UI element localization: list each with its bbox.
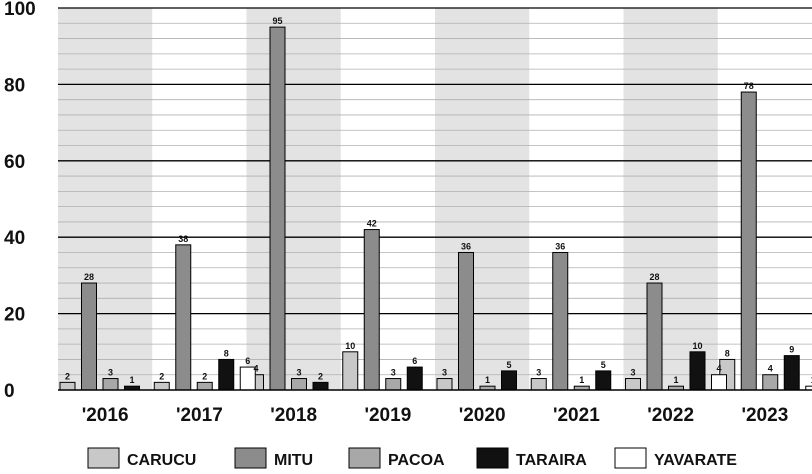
x-tick-label: '2020 bbox=[459, 405, 506, 426]
bar-pacoa bbox=[385, 378, 402, 391]
x-tick-label: '2018 bbox=[270, 405, 317, 426]
y-tick-labels: 0 20 40 60 80 100 bbox=[4, 0, 36, 402]
data-label: 4 bbox=[716, 364, 721, 374]
data-label: 9 bbox=[789, 345, 794, 355]
bar-mitu bbox=[552, 251, 569, 391]
bar-taraira bbox=[501, 370, 517, 391]
data-label: 4 bbox=[768, 364, 773, 374]
data-label: 8 bbox=[725, 348, 730, 358]
data-label: 28 bbox=[649, 272, 659, 282]
x-tick-label: '2017 bbox=[176, 405, 223, 426]
data-label: 1 bbox=[129, 375, 134, 385]
bar-carucu bbox=[59, 381, 76, 391]
data-label: 6 bbox=[412, 356, 417, 366]
legend-swatch-taraira bbox=[476, 447, 509, 469]
background-bands bbox=[58, 8, 718, 390]
x-tick-labels: '2016 '2017 '2018 '2019 '2020 '2021 '2022 '2023 bbox=[82, 405, 789, 426]
bar-taraira bbox=[312, 381, 329, 391]
bar-taraira bbox=[218, 358, 235, 391]
x-tick-label: '2016 bbox=[82, 405, 129, 426]
x-tick-label: '2023 bbox=[741, 405, 788, 426]
data-label: 3 bbox=[391, 368, 396, 378]
data-label: 2 bbox=[202, 371, 207, 381]
bar-mitu bbox=[646, 282, 663, 391]
bar-pacoa bbox=[196, 381, 213, 391]
data-label: 28 bbox=[84, 272, 94, 282]
data-label: 2 bbox=[65, 371, 70, 381]
data-label: 95 bbox=[272, 16, 282, 26]
legend-swatch-yavarate bbox=[614, 447, 647, 469]
bar-mitu bbox=[740, 91, 757, 391]
y-tick-label: 20 bbox=[4, 305, 25, 326]
data-label: 42 bbox=[367, 219, 377, 229]
bar-taraira bbox=[595, 370, 612, 391]
legend-label-yavarate: YAVARATE bbox=[654, 452, 737, 469]
bar-taraira bbox=[783, 355, 800, 391]
y-tick-label: 60 bbox=[4, 152, 25, 173]
bar-taraira bbox=[689, 351, 706, 391]
bar-carucu bbox=[153, 381, 170, 391]
data-label: 6 bbox=[245, 356, 250, 366]
legend: CARUCU MITU PACOA TARAIRA YAVARATE bbox=[87, 447, 737, 469]
data-label: 38 bbox=[178, 234, 188, 244]
y-tick-label: 0 bbox=[4, 381, 15, 402]
data-label: 2 bbox=[318, 371, 323, 381]
bar-mitu bbox=[269, 26, 286, 391]
legend-swatch-mitu bbox=[234, 447, 267, 469]
bar-mitu bbox=[81, 282, 97, 391]
data-label: 3 bbox=[630, 368, 635, 378]
data-label: 36 bbox=[461, 241, 471, 251]
data-label: 10 bbox=[692, 341, 702, 351]
bar-pacoa bbox=[291, 378, 307, 391]
data-label: 3 bbox=[296, 368, 301, 378]
y-tick-label: 40 bbox=[4, 228, 25, 249]
data-label: 78 bbox=[744, 81, 754, 91]
data-label: 3 bbox=[442, 368, 447, 378]
bar-mitu bbox=[458, 251, 474, 391]
bar-taraira bbox=[406, 366, 423, 391]
legend-label-mitu: MITU bbox=[274, 452, 313, 469]
x-tick-label: '2019 bbox=[364, 405, 411, 426]
data-label: 1 bbox=[811, 375, 812, 385]
bar-yavarate bbox=[711, 374, 727, 391]
data-label: 10 bbox=[345, 341, 355, 351]
background-band bbox=[58, 8, 153, 390]
y-tick-label: 100 bbox=[4, 0, 36, 20]
bar-pacoa bbox=[762, 374, 779, 391]
bar-mitu bbox=[363, 229, 380, 391]
bar-yavarate bbox=[805, 385, 812, 391]
data-label: 3 bbox=[108, 368, 113, 378]
data-label: 5 bbox=[506, 360, 511, 370]
bar-mitu bbox=[175, 244, 192, 391]
y-tick-label: 80 bbox=[4, 75, 25, 96]
data-label: 36 bbox=[555, 241, 565, 251]
data-label: 1 bbox=[673, 375, 678, 385]
bar-carucu bbox=[436, 378, 453, 391]
bar-carucu bbox=[625, 378, 641, 391]
data-label: 1 bbox=[485, 375, 490, 385]
data-label: 5 bbox=[601, 360, 606, 370]
legend-swatch-carucu bbox=[87, 447, 120, 469]
x-tick-label: '2022 bbox=[647, 405, 694, 426]
background-band bbox=[435, 8, 530, 390]
x-tick-label: '2021 bbox=[553, 405, 600, 426]
bar-carucu bbox=[342, 351, 359, 391]
legend-label-carucu: CARUCU bbox=[127, 452, 196, 469]
data-label: 3 bbox=[536, 368, 541, 378]
background-band bbox=[246, 8, 341, 390]
data-label: 8 bbox=[224, 348, 229, 358]
bar-pacoa bbox=[102, 378, 119, 391]
background-band bbox=[623, 8, 718, 390]
legend-swatch-pacoa bbox=[348, 447, 381, 469]
data-label: 4 bbox=[253, 364, 258, 374]
data-label: 2 bbox=[159, 371, 164, 381]
legend-label-pacoa: PACOA bbox=[388, 452, 445, 469]
data-label: 1 bbox=[579, 375, 584, 385]
legend-label-taraira: TARAIRA bbox=[516, 452, 587, 469]
bar-carucu bbox=[530, 378, 547, 391]
